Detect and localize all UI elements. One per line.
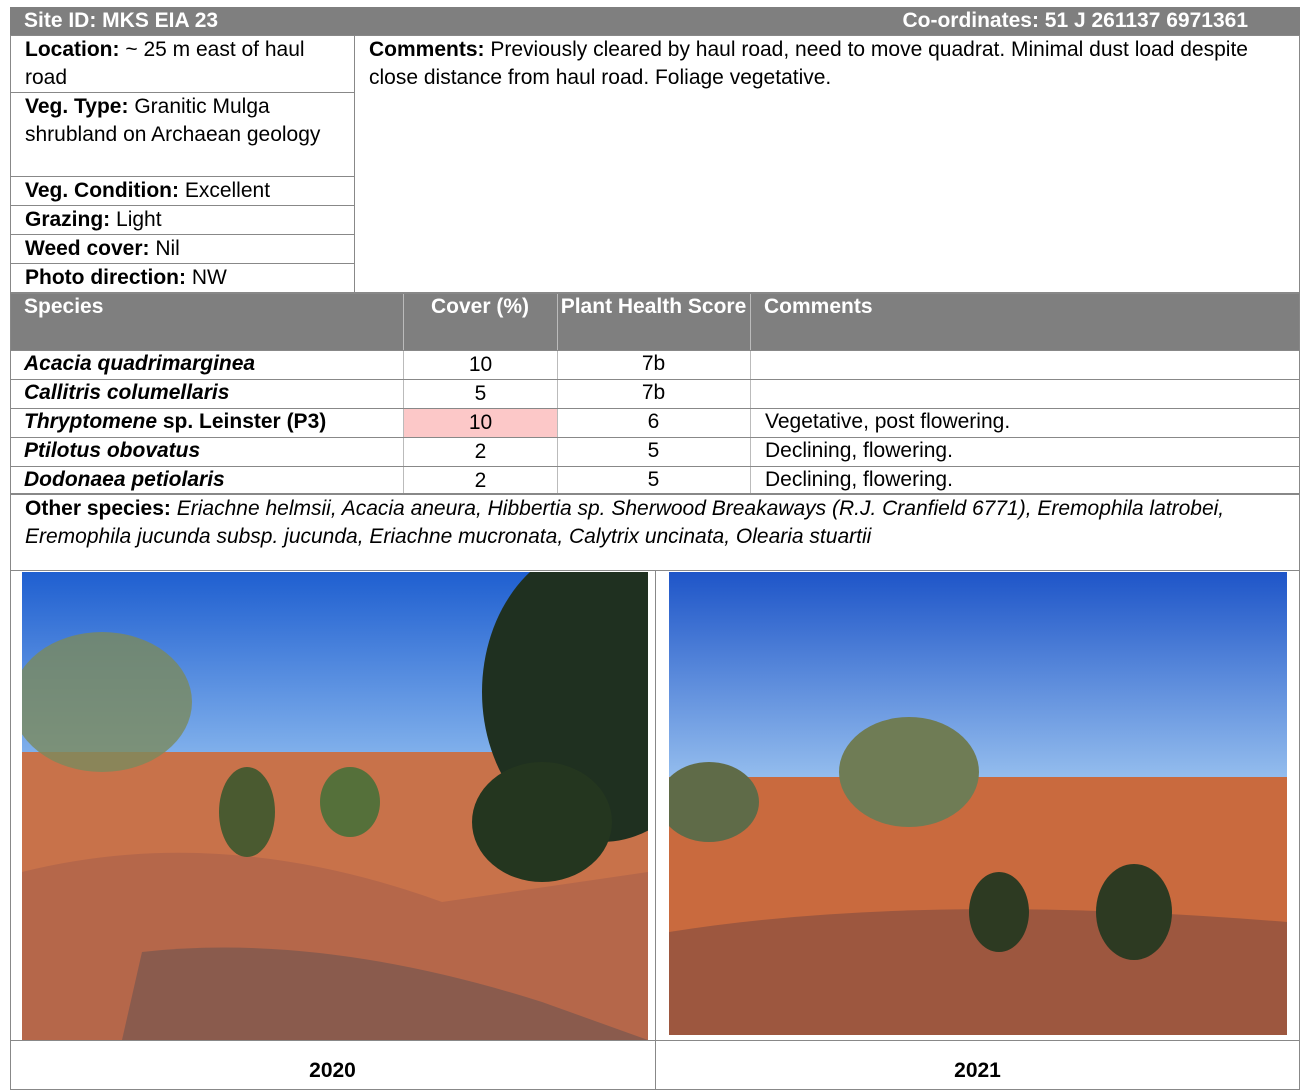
species-name: Dodonaea petiolaris — [24, 468, 225, 491]
column-header: Cover (%) — [430, 295, 530, 318]
health-cell: 7b — [641, 352, 666, 375]
species-rest: sp. Leinster (P3) — [162, 410, 327, 433]
photo-caption: 2021 — [954, 1059, 1001, 1082]
field-value: Excellent — [184, 179, 271, 202]
coordinates: Co-ordinates: 51 J 261137 6971361 — [902, 9, 1248, 32]
species-cell: Thryptomene sp. Leinster (P3) — [24, 408, 403, 437]
field-label: Veg. Type: — [25, 95, 129, 118]
field-label: Location: — [25, 38, 120, 61]
row-rule — [10, 379, 1300, 380]
comments-text: Previously cleared by haul road, need to… — [369, 38, 1248, 89]
caption-rule — [10, 1040, 1300, 1041]
species-name: Thryptomene — [24, 410, 158, 433]
species-cell: Acacia quadrimarginea — [24, 350, 403, 379]
health-cell: 7b — [641, 381, 666, 404]
site-id: Site ID: MKS EIA 23 — [24, 9, 219, 32]
column-header: Species — [24, 295, 104, 318]
field-value: Granitic Mulga shrubland on Archaean geo… — [25, 95, 321, 146]
field-label: Grazing: — [25, 208, 111, 231]
photo-caption: 2020 — [309, 1059, 356, 1082]
field-value: ~ 25 m east of haul road — [25, 38, 305, 89]
table-border — [10, 293, 1300, 494]
other-species-text: Eriachne helmsii, Acacia aneura, Hibbert… — [25, 497, 1225, 548]
field-label: Weed cover: — [25, 237, 150, 260]
species-name: Acacia quadrimarginea — [24, 352, 256, 375]
health-cell: 5 — [647, 439, 660, 462]
photo-2021 — [669, 572, 1287, 1035]
photo-divider — [655, 570, 656, 1090]
column-divider — [557, 293, 558, 494]
table-header: Species Cover (%) Plant Health Score Commen… — [10, 293, 1300, 350]
other-species-label: Other species: — [25, 497, 171, 520]
comment-cell: Vegetative, post flowering. — [765, 410, 1011, 433]
field-value: Light — [116, 208, 162, 231]
field-cell: Photo direction: NW — [10, 263, 355, 293]
field-cell: Weed cover: Nil — [10, 234, 355, 264]
cover-cell: 5 — [474, 382, 487, 405]
species-name: Ptilotus obovatus — [24, 439, 201, 462]
health-cell: 6 — [647, 410, 660, 433]
row-rule — [10, 437, 1300, 438]
cover-cell: 2 — [474, 469, 487, 492]
species-name: Callitris columellaris — [24, 381, 230, 404]
comment-cell: Declining, flowering. — [765, 439, 953, 462]
column-header: Comments — [764, 295, 873, 318]
field-cell: Veg. Condition: Excellent — [10, 176, 355, 206]
comment-cell: Declining, flowering. — [765, 468, 953, 491]
cover-cell: 2 — [474, 440, 487, 463]
field-label: Veg. Condition: — [25, 179, 179, 202]
species-cell: Dodonaea petiolaris — [24, 466, 403, 495]
field-cell: Grazing: Light — [10, 205, 355, 235]
comments-label: Comments: — [369, 38, 485, 61]
row-rule — [10, 466, 1300, 467]
species-cell: Callitris columellaris — [24, 379, 403, 408]
row-rule — [10, 350, 1300, 351]
column-divider — [750, 293, 751, 494]
field-value: Nil — [155, 237, 180, 260]
other-species-cell: Other species: Eriachne helmsii, Acacia … — [10, 494, 1300, 571]
comments-cell: Comments: Previously cleared by haul roa… — [354, 35, 1300, 293]
cover-cell: 10 — [404, 409, 557, 437]
field-label: Photo direction: — [25, 266, 186, 289]
field-cell: Location: ~ 25 m east of haul road — [10, 35, 355, 93]
cover-cell: 10 — [468, 353, 493, 376]
health-cell: 5 — [647, 468, 660, 491]
column-divider — [403, 293, 404, 494]
field-cell: Veg. Type: Granitic Mulga shrubland on A… — [10, 92, 355, 177]
photo-2020 — [22, 572, 648, 1040]
species-cell: Ptilotus obovatus — [24, 437, 403, 466]
column-header: Plant Health Score — [560, 295, 747, 318]
header-bar: Site ID: MKS EIA 23 Co-ordinates: 51 J 2… — [10, 7, 1300, 35]
row-rule — [10, 408, 1300, 409]
field-value: NW — [191, 266, 227, 289]
